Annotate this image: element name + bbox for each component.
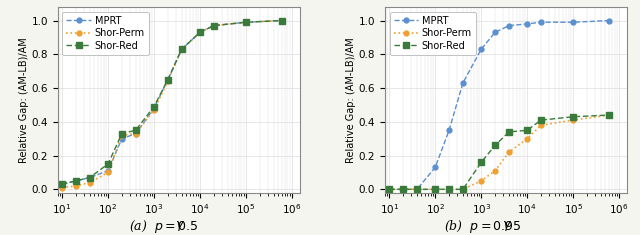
Line: Shor-Red: Shor-Red (386, 112, 612, 192)
Shor-Red (505, 130, 513, 133)
Shor-Red (132, 129, 140, 132)
Shor-Perm (413, 188, 420, 191)
MPRT (570, 21, 577, 24)
Shor-Red (196, 31, 204, 34)
MPRT (118, 137, 125, 140)
MPRT (413, 188, 420, 191)
Shor-Red (413, 188, 420, 191)
Shor-Red (104, 163, 112, 165)
Shor-Red (459, 188, 467, 191)
Shor-Red (118, 132, 125, 135)
Shor-Perm (150, 109, 158, 111)
Shor-Perm (477, 180, 485, 182)
MPRT (445, 129, 453, 132)
Shor-Red (399, 188, 407, 191)
MPRT (492, 31, 499, 34)
Shor-Red (86, 176, 93, 179)
Shor-Perm (399, 188, 407, 191)
Shor-Red (385, 188, 393, 191)
X-axis label: γ: γ (175, 218, 182, 231)
MPRT (385, 188, 393, 191)
Shor-Red (445, 188, 453, 191)
Shor-Red (58, 183, 66, 186)
MPRT (150, 107, 158, 110)
Shor-Perm (196, 31, 204, 34)
Shor-Perm (431, 188, 439, 191)
Shor-Red (570, 115, 577, 118)
MPRT (399, 188, 407, 191)
Shor-Perm (58, 186, 66, 189)
Shor-Perm (178, 48, 186, 51)
Shor-Red (537, 119, 545, 121)
Shor-Perm (570, 119, 577, 121)
Shor-Perm (385, 188, 393, 191)
Shor-Red (605, 114, 612, 117)
Shor-Red (178, 48, 186, 51)
Shor-Perm (605, 114, 612, 117)
Shor-Red (492, 144, 499, 147)
Line: Shor-Perm: Shor-Perm (387, 113, 611, 192)
Shor-Perm (537, 124, 545, 127)
X-axis label: γ: γ (502, 218, 509, 231)
Shor-Perm (505, 151, 513, 154)
Shor-Perm (72, 184, 80, 187)
Text: (a)  $p = 0.5$: (a) $p = 0.5$ (129, 218, 198, 235)
MPRT (104, 169, 112, 172)
MPRT (178, 48, 186, 51)
MPRT (58, 183, 66, 186)
MPRT (132, 132, 140, 135)
Line: Shor-Perm: Shor-Perm (60, 18, 284, 190)
MPRT (605, 19, 612, 22)
MPRT (86, 176, 93, 179)
MPRT (477, 48, 485, 51)
Shor-Perm (132, 132, 140, 135)
Shor-Red (72, 180, 80, 182)
MPRT (537, 21, 545, 24)
Line: MPRT: MPRT (387, 18, 611, 192)
Y-axis label: Relative Gap: (AM-LB)/AM: Relative Gap: (AM-LB)/AM (346, 37, 356, 163)
Shor-Red (431, 188, 439, 191)
Shor-Perm (164, 80, 172, 83)
MPRT (505, 24, 513, 27)
MPRT (278, 19, 285, 22)
Shor-Perm (86, 181, 93, 184)
Shor-Perm (492, 169, 499, 172)
Shor-Perm (210, 24, 218, 27)
Shor-Red (210, 24, 218, 27)
Shor-Perm (445, 188, 453, 191)
MPRT (459, 82, 467, 84)
Line: Shor-Red: Shor-Red (59, 17, 285, 187)
MPRT (524, 23, 531, 25)
Shor-Perm (524, 137, 531, 140)
MPRT (72, 180, 80, 182)
Shor-Red (278, 19, 285, 22)
MPRT (196, 31, 204, 34)
Shor-Red (164, 78, 172, 81)
Shor-Perm (118, 134, 125, 137)
MPRT (210, 24, 218, 27)
MPRT (242, 21, 250, 24)
Legend: MPRT, Shor-Perm, Shor-Red: MPRT, Shor-Perm, Shor-Red (390, 12, 476, 55)
Text: (b)  $p = 0.95$: (b) $p = 0.95$ (444, 218, 522, 235)
Shor-Red (242, 21, 250, 24)
Shor-Red (524, 129, 531, 132)
Shor-Perm (242, 21, 250, 24)
Legend: MPRT, Shor-Perm, Shor-Red: MPRT, Shor-Perm, Shor-Red (63, 12, 148, 55)
Y-axis label: Relative Gap: (AM-LB)/AM: Relative Gap: (AM-LB)/AM (19, 37, 29, 163)
MPRT (164, 78, 172, 81)
Line: MPRT: MPRT (60, 18, 284, 187)
Shor-Red (150, 105, 158, 108)
Shor-Perm (278, 19, 285, 22)
Shor-Red (477, 161, 485, 164)
Shor-Perm (459, 188, 467, 191)
Shor-Perm (104, 171, 112, 174)
MPRT (431, 166, 439, 169)
